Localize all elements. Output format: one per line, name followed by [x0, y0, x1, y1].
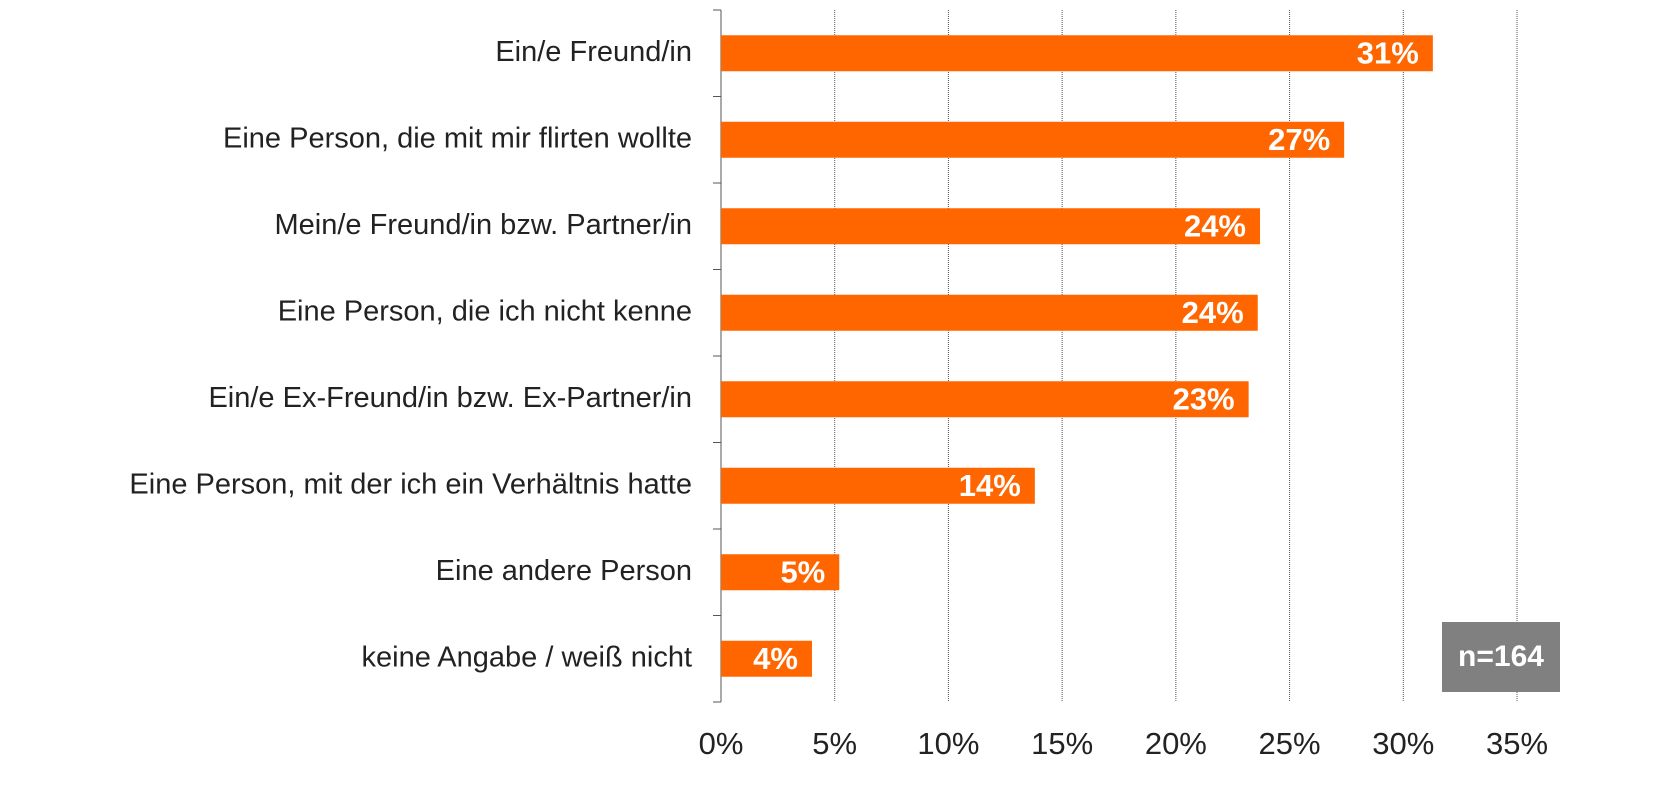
y-tick-label: Ein/e Freund/in	[495, 36, 692, 68]
y-tick-label: Mein/e Freund/in bzw. Partner/in	[275, 209, 692, 241]
annotation-box	[1442, 622, 1560, 692]
bar	[721, 554, 840, 591]
data-label: 14%	[959, 468, 1021, 503]
bar	[721, 208, 1261, 245]
data-label: 31%	[1357, 35, 1419, 70]
bar	[721, 640, 812, 677]
x-tick-label: 20%	[1145, 726, 1207, 761]
bar	[721, 467, 1035, 504]
x-tick-label: 15%	[1031, 726, 1093, 761]
bar	[721, 381, 1249, 418]
x-tick-label: 10%	[917, 726, 979, 761]
data-label: 4%	[753, 641, 798, 676]
y-tick-label: Eine Person, die mit mir flirten wollte	[223, 122, 692, 154]
y-tick-label: Ein/e Ex-Freund/in bzw. Ex-Partner/in	[208, 382, 692, 414]
data-label: 5%	[780, 554, 825, 589]
x-tick-label: 30%	[1372, 726, 1434, 761]
bar	[721, 35, 1433, 72]
data-label: 24%	[1182, 295, 1244, 330]
y-tick-label: Eine andere Person	[436, 555, 692, 587]
y-tick-label: Eine Person, die ich nicht kenne	[278, 295, 692, 327]
y-tick-label: keine Angabe / weiß nicht	[362, 641, 692, 673]
data-label: 23%	[1173, 381, 1235, 416]
x-tick-label: 0%	[699, 726, 744, 761]
data-label: 27%	[1268, 122, 1330, 157]
x-tick-label: 5%	[812, 726, 857, 761]
bar	[721, 121, 1345, 158]
bar	[721, 294, 1258, 331]
data-label: 24%	[1184, 208, 1246, 243]
annotation: n=164	[1458, 640, 1544, 673]
x-tick-label: 35%	[1486, 726, 1548, 761]
y-tick-label: Eine Person, mit der ich ein Verhältnis …	[129, 468, 692, 500]
x-tick-label: 25%	[1259, 726, 1321, 761]
